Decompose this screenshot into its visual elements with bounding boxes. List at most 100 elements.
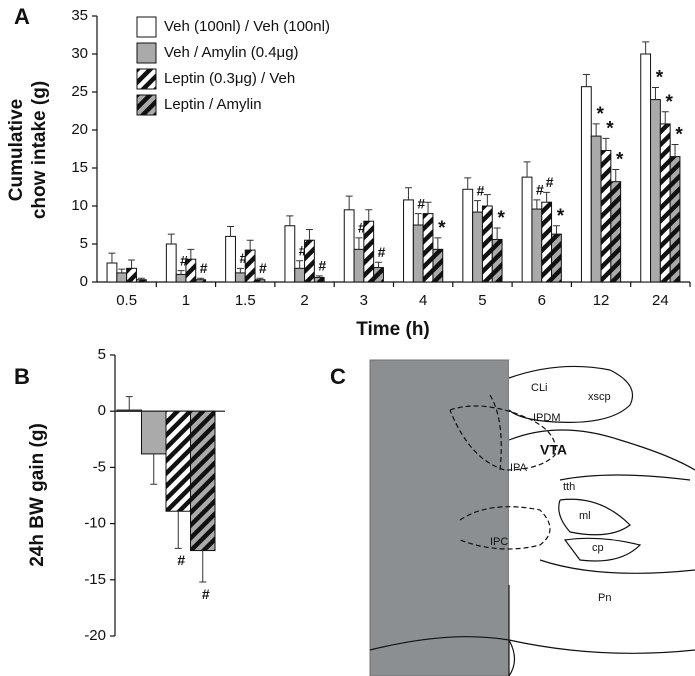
y-tick-label: 10 — [71, 197, 88, 214]
bar — [234, 272, 246, 283]
error-bar — [414, 213, 422, 225]
significance-marker: # — [318, 258, 326, 274]
significance-marker: * — [606, 118, 614, 139]
significance-marker: # — [259, 260, 267, 276]
error-bar — [256, 277, 264, 280]
error-bar — [375, 261, 383, 268]
bar — [669, 156, 681, 283]
significance-marker: # — [378, 244, 386, 260]
panel-letter: B — [14, 364, 30, 389]
error-bar — [174, 511, 182, 549]
bar — [551, 233, 562, 283]
x-tick-label: 1 — [182, 292, 190, 309]
significance-marker: # — [177, 552, 185, 568]
significance-marker: # — [417, 195, 425, 211]
error-bar — [187, 248, 195, 260]
y-tick-label: 0 — [80, 273, 88, 290]
bar — [284, 225, 296, 283]
bar — [462, 188, 474, 283]
bar — [106, 262, 118, 283]
error-bar — [612, 169, 620, 182]
y-tick-label: 5 — [98, 346, 106, 363]
significance-marker: # — [202, 586, 210, 602]
error-bar — [464, 177, 472, 190]
bar — [165, 410, 191, 512]
significance-marker: * — [675, 124, 683, 145]
error-bar — [404, 187, 412, 200]
bar — [600, 150, 612, 283]
error-bar — [128, 259, 136, 269]
bar — [116, 272, 128, 283]
panel-letter: A — [14, 4, 30, 29]
y-tick-label: 35 — [71, 7, 88, 24]
y-axis-label: chow intake (g) — [29, 81, 50, 219]
y-tick-label: 0 — [98, 402, 106, 419]
bar — [343, 209, 355, 283]
error-bar — [552, 225, 560, 235]
bar — [353, 248, 365, 283]
bar — [373, 267, 384, 283]
bar — [141, 410, 167, 455]
atlas-label: Pn — [598, 592, 611, 604]
error-bar — [150, 453, 158, 485]
x-tick-label: 12 — [593, 292, 610, 309]
error-bar — [582, 74, 590, 87]
error-bar — [345, 195, 353, 210]
error-bar — [108, 252, 116, 263]
error-bar — [246, 239, 254, 251]
significance-marker: # — [546, 174, 554, 190]
significance-marker: * — [438, 218, 446, 239]
bar — [541, 201, 553, 283]
x-tick-label: 3 — [360, 292, 368, 309]
error-bar — [671, 143, 679, 157]
error-bar — [424, 201, 432, 214]
x-tick-label: 0.5 — [116, 292, 137, 309]
significance-marker: * — [596, 104, 604, 125]
significance-marker: * — [557, 206, 565, 227]
bar — [313, 276, 325, 283]
error-bar — [483, 194, 491, 206]
x-tick-label: 2 — [300, 292, 308, 309]
legend-label: Leptin (0.3μg) / Veh — [164, 70, 295, 87]
atlas-label: VTA — [540, 442, 567, 458]
legend-label: Veh / Amylin (0.4μg) — [164, 44, 299, 61]
significance-marker: # — [299, 242, 307, 258]
x-tick-label: 1.5 — [235, 292, 256, 309]
significance-marker: # — [536, 182, 544, 198]
legend-label: Veh (100nl) / Veh (100nl) — [164, 18, 330, 35]
significance-marker: * — [656, 67, 664, 88]
error-bar — [167, 233, 175, 244]
bar — [363, 220, 375, 283]
bar — [135, 279, 147, 283]
legend-swatch — [136, 16, 157, 38]
error-bar — [355, 237, 363, 250]
bar — [254, 279, 266, 283]
atlas-label: ml — [579, 510, 591, 522]
x-tick-label: 5 — [478, 292, 486, 309]
atlas-label: IPA — [510, 462, 528, 474]
legend-swatch — [136, 42, 157, 64]
significance-marker: # — [239, 250, 247, 266]
y-axis-label: Cumulative — [6, 99, 27, 201]
y-tick-label: 25 — [71, 83, 88, 100]
y-tick-label: -20 — [84, 627, 106, 644]
y-tick-label: -10 — [84, 515, 106, 532]
y-tick-label: -5 — [93, 458, 106, 475]
panel-letter: C — [330, 364, 346, 389]
bar — [481, 205, 493, 283]
bar — [432, 248, 444, 283]
atlas-label: cp — [592, 542, 604, 554]
bar — [403, 199, 414, 283]
error-bar — [315, 275, 323, 278]
x-axis-label: Time (h) — [356, 319, 430, 340]
atlas-label: IPDM — [533, 412, 561, 424]
y-axis-label: 24h BW gain (g) — [27, 423, 48, 567]
bar — [521, 176, 533, 283]
legend-label: Leptin / Amylin — [164, 96, 262, 113]
atlas-label: xscp — [588, 391, 611, 403]
bar — [165, 243, 177, 283]
bar — [590, 135, 602, 283]
error-bar — [197, 277, 205, 280]
significance-marker: # — [180, 252, 188, 268]
